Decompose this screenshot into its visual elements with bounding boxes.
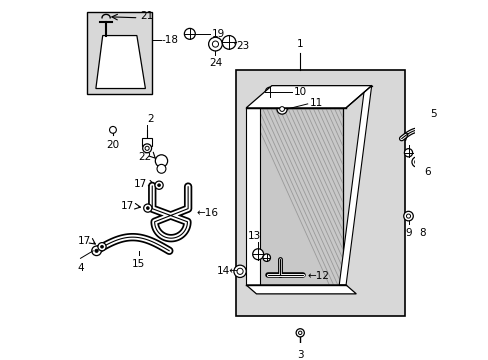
Circle shape bbox=[263, 254, 270, 261]
Text: 14←: 14← bbox=[216, 266, 238, 276]
Circle shape bbox=[208, 37, 222, 51]
Circle shape bbox=[145, 146, 149, 150]
Circle shape bbox=[109, 126, 116, 133]
Circle shape bbox=[296, 329, 304, 337]
Circle shape bbox=[222, 36, 236, 49]
Text: 5: 5 bbox=[429, 109, 436, 119]
Circle shape bbox=[101, 245, 103, 248]
Circle shape bbox=[252, 249, 263, 260]
Text: 2: 2 bbox=[147, 114, 154, 125]
Circle shape bbox=[436, 132, 448, 145]
Text: 7: 7 bbox=[401, 132, 407, 143]
Circle shape bbox=[233, 265, 245, 278]
Text: 1: 1 bbox=[296, 39, 303, 49]
Circle shape bbox=[298, 331, 301, 334]
Text: 17: 17 bbox=[77, 235, 91, 246]
Circle shape bbox=[155, 155, 167, 167]
Text: 23: 23 bbox=[236, 41, 249, 51]
Polygon shape bbox=[245, 86, 371, 108]
Circle shape bbox=[411, 157, 421, 167]
Circle shape bbox=[276, 104, 286, 114]
Bar bbox=[236, 70, 404, 316]
Text: 9: 9 bbox=[405, 228, 411, 238]
Text: 19: 19 bbox=[211, 29, 224, 39]
Text: 4: 4 bbox=[77, 263, 83, 273]
Text: 3: 3 bbox=[296, 350, 303, 360]
Circle shape bbox=[265, 87, 274, 97]
Circle shape bbox=[143, 204, 152, 212]
Circle shape bbox=[92, 246, 101, 256]
Text: 6: 6 bbox=[423, 167, 429, 176]
Circle shape bbox=[95, 249, 98, 252]
Text: 11: 11 bbox=[309, 98, 322, 108]
Bar bbox=[87, 12, 152, 94]
Circle shape bbox=[157, 184, 160, 186]
Polygon shape bbox=[142, 138, 152, 145]
Polygon shape bbox=[339, 86, 371, 285]
Circle shape bbox=[157, 165, 165, 173]
Circle shape bbox=[98, 243, 106, 251]
Circle shape bbox=[279, 107, 284, 111]
Polygon shape bbox=[96, 36, 145, 89]
Text: ←16: ←16 bbox=[196, 208, 218, 218]
Text: ←12: ←12 bbox=[307, 271, 329, 281]
Circle shape bbox=[184, 28, 195, 39]
Circle shape bbox=[406, 214, 410, 218]
Text: 17: 17 bbox=[134, 179, 147, 189]
Text: 13: 13 bbox=[247, 231, 261, 241]
Text: 20: 20 bbox=[106, 140, 119, 150]
Text: 21: 21 bbox=[140, 11, 153, 21]
Circle shape bbox=[212, 41, 218, 47]
Text: 22: 22 bbox=[138, 152, 151, 162]
Text: 10: 10 bbox=[293, 87, 306, 97]
Bar bbox=[249, 108, 342, 285]
Circle shape bbox=[146, 207, 149, 210]
Text: 17: 17 bbox=[121, 201, 134, 211]
Circle shape bbox=[417, 213, 426, 223]
Polygon shape bbox=[245, 285, 356, 294]
Circle shape bbox=[237, 268, 243, 274]
Text: 24: 24 bbox=[208, 58, 222, 68]
Circle shape bbox=[403, 211, 412, 221]
Text: -18: -18 bbox=[162, 35, 179, 45]
Text: 8: 8 bbox=[418, 228, 425, 238]
Polygon shape bbox=[245, 108, 259, 285]
Circle shape bbox=[414, 159, 419, 165]
Circle shape bbox=[155, 181, 163, 189]
Text: 15: 15 bbox=[132, 259, 145, 269]
Circle shape bbox=[404, 149, 412, 157]
Circle shape bbox=[142, 144, 151, 153]
